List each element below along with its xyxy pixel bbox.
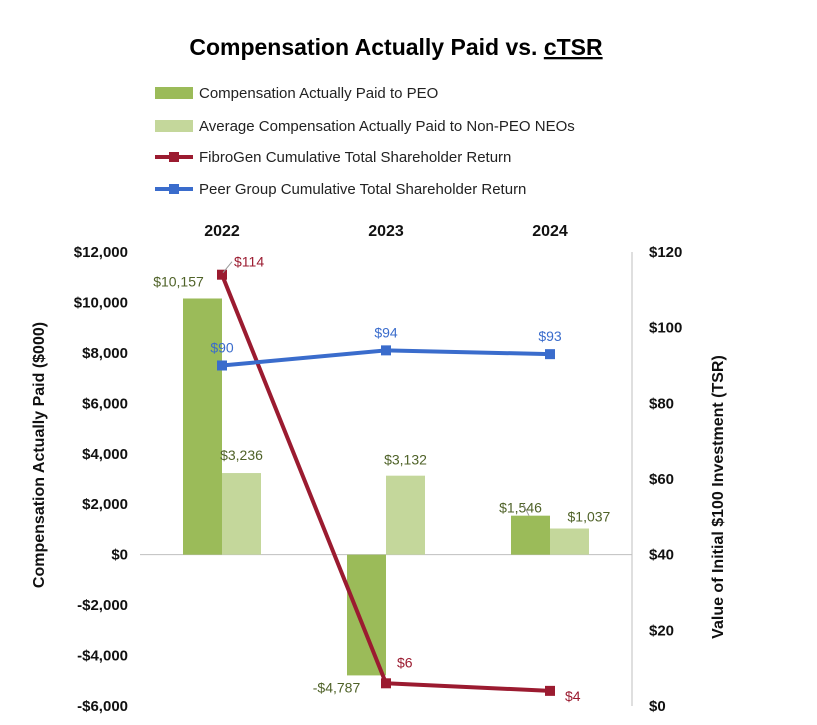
category-label-2022: 2022 [204,223,240,240]
legend-label-3: Peer Group Cumulative Total Shareholder … [199,181,526,198]
line-marker-3-2024 [545,349,555,360]
bar-peo-2023 [347,554,386,676]
leader-line-fibrogen-2022 [222,261,233,274]
data-label-1-2023: $3,132 [384,452,427,468]
y-tick-label: -$4,000 [77,648,128,665]
legend-swatch-1 [155,120,193,132]
y2-tick-label: $0 [649,698,666,715]
leader-line-peo-2024 [522,503,530,516]
bar-non-peo-2024 [550,528,589,555]
y-tick-label: -$6,000 [77,698,128,715]
data-label-3-2022: $90 [210,340,234,356]
data-label-2-2024: $4 [565,688,581,704]
y-tick-label: $8,000 [82,345,128,362]
bar-peo-2024 [511,515,550,555]
y-tick-label: $10,000 [74,294,128,311]
legend-label-1: Average Compensation Actually Paid to No… [199,118,575,135]
legend-marker-3 [169,184,179,194]
category-label-2024: 2024 [532,223,568,240]
legend-label-2: FibroGen Cumulative Total Shareholder Re… [199,149,511,166]
bars [183,298,589,676]
y-tick-label: $4,000 [82,446,128,463]
data-label-3-2024: $93 [538,328,562,344]
data-label-0-2023: -$4,787 [313,679,361,695]
y-tick-label: $0 [111,547,128,564]
right-axis: $120 $100 $80 $60 $40 $20 $0 [631,244,682,715]
y-tick-label: $6,000 [82,395,128,412]
data-label-1-2022: $3,236 [220,447,263,463]
data-label-2-2023: $6 [397,654,413,670]
chart-legend: Compensation Actually Paid to PEO Average… [155,85,575,198]
y2-tick-label: $60 [649,471,674,488]
bar-non-peo-2022 [222,473,261,555]
line-marker-2-2024 [545,685,555,696]
chart-title-underlined: cTSR [544,34,603,60]
y-tick-label: $12,000 [74,244,128,261]
line-marker-2-2022 [217,269,227,280]
y2-tick-label: $80 [649,395,674,412]
y2-tick-label: $100 [649,320,682,337]
category-label-2023: 2023 [368,223,404,240]
line-marker-3-2022 [217,360,227,371]
data-label-2-2022: $114 [234,254,264,270]
legend-marker-2 [169,152,179,162]
chart-title: Compensation Actually Paid vs. cTSR [189,34,603,60]
bar-peo-2022 [183,298,222,555]
chart-title-main: Compensation Actually Paid vs. [189,34,543,60]
y-axis-title: Compensation Actually Paid ($000) [31,322,48,588]
y2-axis-title: Value of Initial $100 Investment (TSR) [710,355,727,639]
y2-tick-label: $120 [649,244,682,261]
data-labels: $10,157 -$4,787 $1,546 $3,236 $3,132 $1,037 $1… [153,254,610,704]
data-label-0-2024: $1,546 [499,500,542,516]
bar-non-peo-2023 [386,475,425,555]
lines [217,269,555,696]
line-marker-2-2023 [381,678,391,689]
y2-tick-label: $40 [649,547,674,564]
y-tick-label: -$2,000 [77,597,128,614]
left-axis: $12,000 $10,000 $8,000 $6,000 $4,000 $2,000 $0… [74,244,632,715]
y2-tick-label: $20 [649,622,674,639]
data-label-0-2022: $10,157 [153,273,204,289]
y-tick-label: $2,000 [82,496,128,513]
category-labels: 2022 2023 2024 [204,223,568,240]
data-label-3-2023: $94 [374,324,398,340]
data-label-1-2024: $1,037 [568,509,611,525]
legend-label-0: Compensation Actually Paid to PEO [199,85,438,102]
line-marker-3-2023 [381,345,391,356]
legend-swatch-0 [155,87,193,99]
